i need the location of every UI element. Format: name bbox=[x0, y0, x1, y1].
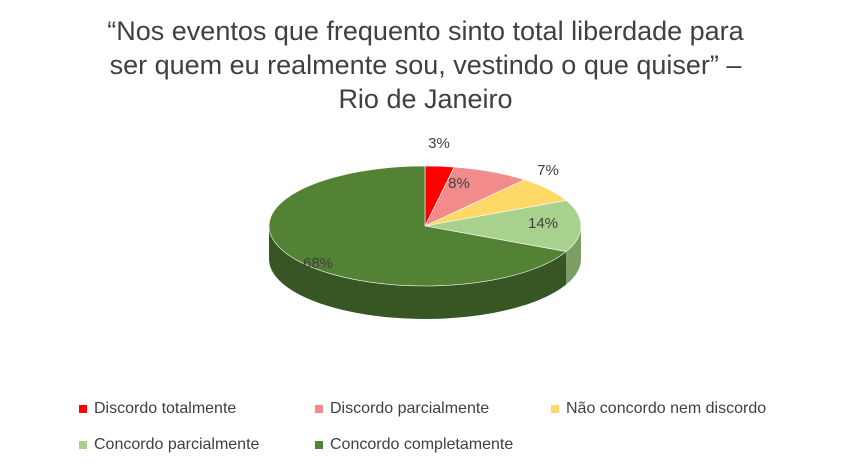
data-label-1: 8% bbox=[448, 175, 470, 192]
chart-title-line-3: Rio de Janeiro bbox=[338, 84, 513, 114]
data-label-3: 14% bbox=[528, 215, 558, 232]
pie-side-walls bbox=[269, 226, 581, 319]
data-label-2: 7% bbox=[537, 162, 559, 179]
pie-slice-3 bbox=[424, 200, 582, 252]
chart-title-line-1: “Nos eventos que frequento sinto total l… bbox=[107, 16, 744, 46]
pie-side-4 bbox=[269, 226, 567, 319]
chart-title: “Nos eventos que frequento sinto total l… bbox=[0, 14, 851, 116]
pie-side-3 bbox=[566, 226, 581, 285]
data-label-4: 68% bbox=[303, 255, 333, 272]
pie-slice-4 bbox=[268, 165, 567, 287]
data-labels: 3% 8% 7% 14% 68% bbox=[303, 135, 559, 272]
data-label-0: 3% bbox=[428, 135, 450, 152]
pie-slices bbox=[268, 165, 582, 287]
chart-title-line-2: ser quem eu realmente sou, vestindo o qu… bbox=[109, 50, 742, 80]
